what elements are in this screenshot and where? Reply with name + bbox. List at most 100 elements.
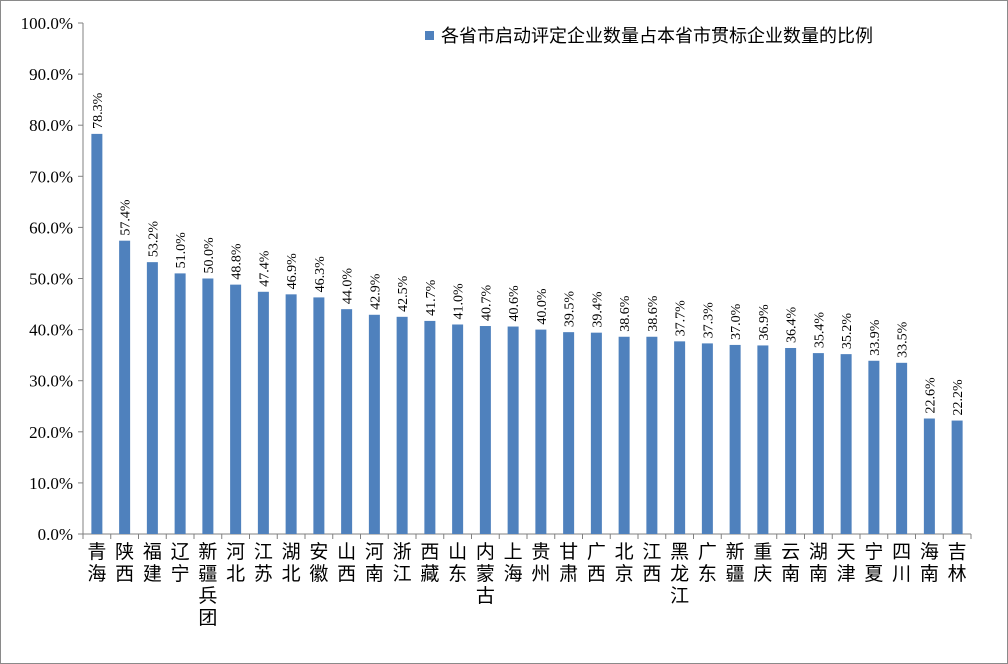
data-label: 78.3% (91, 92, 106, 128)
data-label: 51.0% (174, 232, 189, 269)
x-tick-label: 新疆兵团 (198, 541, 217, 629)
x-tick-label: 湖南 (809, 541, 828, 585)
y-tick-label: 20.0% (29, 423, 73, 442)
x-tick-labels: 青海陕西福建辽宁新疆兵团河北江苏湖北安徽山西河南浙江西藏山东内蒙古上海贵州甘肃广… (87, 541, 966, 629)
x-tick-label: 江苏 (254, 541, 273, 585)
x-tick-label: 陕西 (115, 541, 134, 585)
x-tick-label: 新疆 (726, 541, 745, 585)
data-label: 41.0% (452, 283, 467, 320)
y-tick-label: 10.0% (29, 474, 73, 493)
y-tick-label: 100.0% (21, 14, 73, 33)
x-tick-label: 宁夏 (864, 541, 883, 585)
x-tick-label: 北京 (615, 541, 634, 585)
bar (396, 316, 408, 534)
bar (341, 309, 353, 534)
legend-label: 各省市启动评定企业数量占本省市贯标企业数量的比例 (441, 26, 873, 47)
data-label: 33.9% (868, 319, 883, 356)
data-label: 37.7% (674, 300, 689, 337)
data-label: 36.4% (785, 306, 800, 343)
bar (563, 332, 575, 534)
data-label: 57.4% (119, 199, 134, 236)
bar (230, 284, 242, 534)
bar (257, 291, 269, 534)
bar (119, 240, 131, 534)
x-tick-label: 福建 (143, 541, 162, 585)
x-tick-label: 黑龙江 (670, 541, 689, 607)
x-tick-label: 甘肃 (559, 541, 578, 585)
data-label: 38.6% (646, 295, 661, 332)
bar (91, 133, 103, 534)
bar (174, 273, 186, 534)
bar (479, 326, 491, 534)
bar (507, 326, 519, 534)
bar (368, 314, 380, 534)
data-label: 39.5% (563, 291, 578, 328)
bar (868, 360, 880, 534)
bar (701, 343, 713, 534)
y-tick-label: 40.0% (29, 321, 73, 340)
bar (285, 294, 297, 534)
x-tick-label: 海南 (920, 541, 939, 585)
x-tick-label: 吉林 (948, 541, 967, 585)
x-tick-label: 广西 (587, 541, 606, 585)
x-tick-label: 浙江 (393, 541, 412, 585)
x-tick-label: 西藏 (420, 541, 439, 585)
data-label: 22.6% (923, 377, 938, 414)
bar (840, 354, 852, 534)
bar (951, 420, 963, 534)
data-label: 48.8% (230, 243, 245, 280)
x-tick-label: 上海 (504, 541, 523, 585)
data-label: 36.9% (757, 304, 772, 341)
x-tick-label: 山东 (448, 541, 467, 585)
data-label: 41.7% (424, 279, 439, 316)
x-tick-label: 广东 (698, 541, 717, 585)
legend: 各省市启动评定企业数量占本省市贯标企业数量的比例 (425, 26, 873, 47)
bar (923, 418, 935, 534)
bar (757, 345, 769, 534)
y-tick-labels: 0.0% 10.0% 20.0% 30.0% 40.0% 50.0% 60.0% 70.0% 8… (21, 14, 73, 544)
data-label: 42.9% (368, 273, 383, 310)
y-tick-label: 70.0% (29, 167, 73, 186)
x-tick-label: 山西 (337, 541, 356, 585)
data-labels: 78.3% 57.4% 53.2% 51.0% 50.0% 48.8% 47.4% 46.9%… (91, 92, 966, 415)
legend-swatch (425, 31, 434, 40)
x-tick-label: 安徽 (309, 541, 328, 585)
data-label: 46.9% (285, 253, 300, 290)
data-label: 47.4% (257, 250, 272, 287)
data-label: 44.0% (341, 268, 356, 305)
bar (590, 332, 602, 534)
data-label: 35.2% (840, 313, 855, 350)
data-label: 33.5% (896, 321, 911, 358)
x-tick-label: 重庆 (753, 541, 772, 585)
data-label: 38.6% (618, 295, 633, 332)
x-tick-label: 四川 (892, 541, 911, 585)
bar (785, 347, 797, 534)
bar (618, 336, 630, 534)
x-tick-label: 贵州 (531, 541, 550, 585)
data-label: 46.3% (313, 256, 328, 293)
data-label: 35.4% (812, 312, 827, 349)
bar (146, 262, 158, 534)
data-label: 40.0% (535, 288, 550, 325)
y-tick-label: 50.0% (29, 270, 73, 289)
bars (91, 133, 963, 534)
x-tick-label: 内蒙古 (476, 541, 495, 607)
data-label: 22.2% (951, 379, 966, 416)
data-label: 53.2% (146, 221, 161, 258)
x-tick-label: 河南 (365, 541, 384, 585)
x-tick-label: 云南 (781, 541, 800, 585)
y-tick-label: 0.0% (38, 525, 73, 544)
data-label: 39.4% (590, 291, 605, 328)
data-label: 37.0% (729, 303, 744, 340)
x-tick-label: 河北 (226, 541, 245, 585)
data-label: 42.5% (396, 275, 411, 312)
data-label: 40.7% (479, 285, 494, 322)
bar (424, 320, 436, 534)
x-tick-label: 天津 (837, 541, 856, 585)
bar (674, 341, 686, 534)
x-tick-label: 青海 (87, 541, 106, 585)
x-tick-label: 湖北 (282, 541, 301, 585)
bar (646, 336, 658, 534)
bar (202, 278, 214, 534)
